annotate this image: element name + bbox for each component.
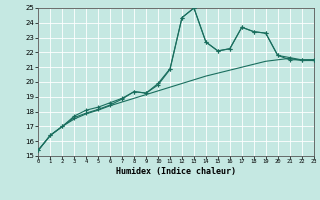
X-axis label: Humidex (Indice chaleur): Humidex (Indice chaleur) [116, 167, 236, 176]
